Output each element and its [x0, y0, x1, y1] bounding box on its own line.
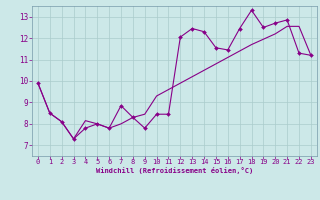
- X-axis label: Windchill (Refroidissement éolien,°C): Windchill (Refroidissement éolien,°C): [96, 167, 253, 174]
